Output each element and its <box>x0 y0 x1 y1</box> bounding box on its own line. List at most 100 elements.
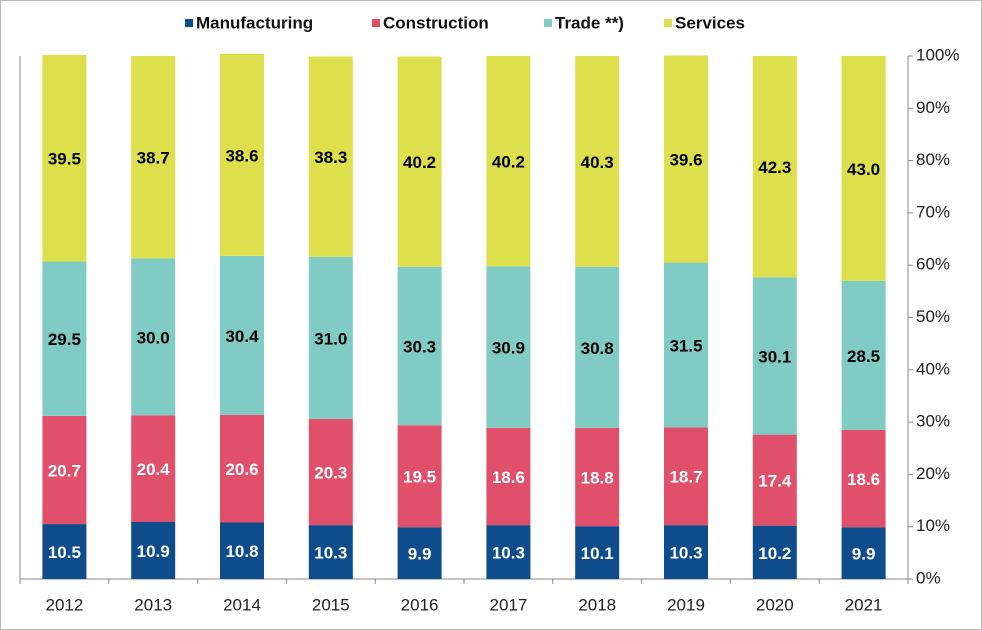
data-label: 20.6 <box>225 460 258 479</box>
data-label: 10.3 <box>669 544 702 563</box>
bar-segment <box>397 425 442 528</box>
y-tick-label: 70% <box>916 202 950 221</box>
legend-label: Manufacturing <box>196 13 313 32</box>
x-tick-label: 2014 <box>223 595 261 614</box>
data-label: 30.3 <box>403 337 436 356</box>
bar-segment <box>575 266 620 428</box>
data-label: 10.8 <box>225 542 258 561</box>
data-label: 43.0 <box>847 160 880 179</box>
data-label: 10.2 <box>758 544 791 563</box>
bar-segment <box>575 526 620 579</box>
data-label: 9.9 <box>852 545 876 564</box>
bar-segment <box>841 429 886 528</box>
y-tick-label: 60% <box>916 255 950 274</box>
data-label: 20.3 <box>314 464 347 483</box>
data-label: 38.6 <box>225 146 258 165</box>
bar-segment <box>308 418 353 526</box>
y-tick-label: 30% <box>916 412 950 431</box>
data-label: 10.5 <box>48 543 81 562</box>
data-label: 10.3 <box>492 544 525 563</box>
data-label: 40.3 <box>581 153 614 172</box>
bar-segment <box>42 261 87 416</box>
data-label: 40.2 <box>492 153 525 172</box>
bar-segment <box>220 53 264 256</box>
data-label: 42.3 <box>758 158 791 177</box>
bar-segment <box>131 415 176 522</box>
data-label: 10.9 <box>137 542 170 561</box>
legend-label: Services <box>675 13 745 32</box>
bar-segment <box>486 56 531 267</box>
x-tick-label: 2012 <box>45 595 83 614</box>
y-tick-label: 0% <box>916 568 941 587</box>
bar-segment <box>220 255 264 415</box>
x-tick-label: 2015 <box>312 595 350 614</box>
bar-segment <box>664 525 708 579</box>
data-label: 29.5 <box>48 330 81 349</box>
bar-segment <box>308 256 353 419</box>
data-label: 9.9 <box>408 545 432 564</box>
bar-segment <box>220 414 264 523</box>
bar-segment <box>841 527 886 579</box>
y-tick-label: 40% <box>916 359 950 378</box>
data-label: 20.4 <box>137 460 171 479</box>
bar-segment <box>752 525 797 579</box>
bar-segment <box>42 524 87 579</box>
bar-segment <box>486 427 531 526</box>
legend-marker <box>544 19 552 27</box>
y-tick-label: 80% <box>916 150 950 169</box>
x-tick-label: 2016 <box>401 595 439 614</box>
bar-segment <box>752 277 797 435</box>
data-label: 40.2 <box>403 153 436 172</box>
x-tick-label: 2020 <box>756 595 794 614</box>
legend-marker <box>372 19 380 27</box>
data-label: 30.9 <box>492 339 525 358</box>
data-label: 10.1 <box>581 544 614 563</box>
x-tick-label: 2018 <box>578 595 616 614</box>
y-tick-label: 20% <box>916 464 950 483</box>
bar-segment <box>575 56 620 267</box>
data-label: 18.8 <box>581 468 614 487</box>
data-label: 30.1 <box>758 347 791 366</box>
bar-segment <box>131 56 176 259</box>
data-label: 39.5 <box>48 150 81 169</box>
data-label: 38.3 <box>314 148 347 167</box>
y-tick-label: 50% <box>916 307 950 326</box>
data-label: 38.7 <box>137 149 170 168</box>
data-label: 31.0 <box>314 329 347 348</box>
x-tick-label: 2021 <box>845 595 883 614</box>
legend-label: Construction <box>383 13 489 32</box>
bar-segment <box>131 521 176 579</box>
data-label: 31.5 <box>669 336 702 355</box>
bar-segment <box>131 258 176 416</box>
data-label: 17.4 <box>758 472 792 491</box>
bar-segment <box>308 56 353 257</box>
data-label: 30.8 <box>581 339 614 358</box>
data-label: 18.7 <box>669 468 702 487</box>
bar-segment <box>42 54 87 262</box>
data-label: 28.5 <box>847 347 880 366</box>
y-tick-label: 100% <box>916 45 959 64</box>
bar-segment <box>664 262 708 428</box>
data-label: 30.4 <box>225 327 259 346</box>
y-tick-label: 10% <box>916 516 950 535</box>
bar-segment <box>841 280 886 430</box>
bar-segment <box>575 427 620 527</box>
data-label: 20.7 <box>48 461 81 480</box>
y-tick-label: 90% <box>916 98 950 117</box>
bar-segment <box>397 527 442 579</box>
data-label: 30.0 <box>137 328 170 347</box>
x-tick-label: 2019 <box>667 595 705 614</box>
bar-segment <box>752 434 797 526</box>
bar-segment <box>397 266 442 426</box>
bar-segment <box>397 56 442 267</box>
data-label: 10.3 <box>314 544 347 563</box>
bar-segment <box>841 56 886 281</box>
data-label: 39.6 <box>669 151 702 170</box>
bar-segment <box>486 525 531 579</box>
data-label: 18.6 <box>847 470 880 489</box>
legend-label: Trade **) <box>555 13 624 32</box>
x-tick-label: 2013 <box>134 595 172 614</box>
bar-segment <box>308 525 353 579</box>
data-label: 18.6 <box>492 468 525 487</box>
